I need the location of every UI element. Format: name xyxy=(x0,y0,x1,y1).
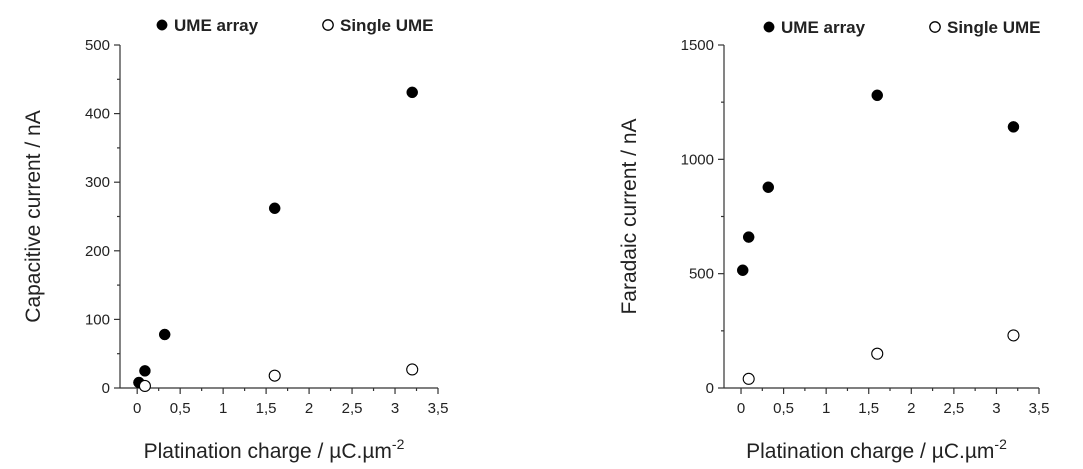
y-axis-title: Faradaic current / nA xyxy=(618,118,641,314)
y-tick-label: 300 xyxy=(85,174,110,191)
x-tick-label: 2,5 xyxy=(342,400,363,417)
legend-label: UME array xyxy=(781,18,866,37)
data-point-ume-array xyxy=(269,203,280,214)
x-tick-label: 2 xyxy=(907,400,915,417)
x-tick-label: 1,5 xyxy=(858,400,879,417)
x-axis-title: Platination charge / µC.µm-2 xyxy=(144,436,405,463)
x-tick-label: 0 xyxy=(133,400,141,417)
legend-marker xyxy=(157,20,167,30)
data-point-single-ume xyxy=(872,348,883,359)
legend-label: Single UME xyxy=(340,16,434,35)
y-tick-label: 500 xyxy=(689,266,714,283)
x-tick-label: 1 xyxy=(822,400,830,417)
x-tick-label: 0 xyxy=(737,400,745,417)
data-point-ume-array xyxy=(872,90,883,101)
y-tick-label: 0 xyxy=(102,380,110,397)
x-tick-label: 2,5 xyxy=(943,400,964,417)
data-point-single-ume xyxy=(1008,330,1019,341)
x-tick-label: 0,5 xyxy=(773,400,794,417)
data-point-ume-array xyxy=(743,232,754,243)
legend-marker xyxy=(930,22,940,32)
data-point-single-ume xyxy=(743,373,754,384)
x-tick-label: 1,5 xyxy=(256,400,277,417)
data-point-single-ume xyxy=(407,364,418,375)
chart-panel-2: 0 0,5 1 1,5 2 2,5 3 3,5 0 500 1000 1500 Platination … xyxy=(618,18,1049,463)
legend-label: UME array xyxy=(174,16,259,35)
x-tick-label: 3 xyxy=(391,400,399,417)
y-tick-label: 1000 xyxy=(681,151,714,168)
data-point-ume-array xyxy=(763,182,774,193)
y-tick-label: 0 xyxy=(706,380,714,397)
y-axis-title: Capacitive current / nA xyxy=(22,110,45,322)
data-point-single-ume xyxy=(139,380,150,391)
x-axis-title: Platination charge / µC.µm-2 xyxy=(746,436,1007,463)
legend-marker xyxy=(323,20,333,30)
y-tick-label: 100 xyxy=(85,311,110,328)
y-tick-label: 1500 xyxy=(681,37,714,54)
x-tick-label: 0,5 xyxy=(170,400,191,417)
y-tick-label: 500 xyxy=(85,37,110,54)
data-point-single-ume xyxy=(269,370,280,381)
y-tick-label: 200 xyxy=(85,243,110,260)
x-axis-title-superscript: -2 xyxy=(994,436,1007,452)
x-tick-label: 1 xyxy=(219,400,227,417)
x-tick-label: 3 xyxy=(992,400,1000,417)
x-axis-title-superscript: -2 xyxy=(392,436,405,452)
data-point-ume-array xyxy=(407,87,418,98)
data-point-ume-array xyxy=(139,365,150,376)
legend-label: Single UME xyxy=(947,18,1041,37)
data-point-ume-array xyxy=(159,329,170,340)
x-tick-label: 3,5 xyxy=(1029,400,1050,417)
legend-marker xyxy=(764,22,774,32)
data-point-ume-array xyxy=(1008,121,1019,132)
y-tick-label: 400 xyxy=(85,106,110,123)
data-point-ume-array xyxy=(737,265,748,276)
x-tick-label: 2 xyxy=(305,400,313,417)
x-tick-label: 3,5 xyxy=(428,400,449,417)
chart-panel-1: 0 0,5 1 1,5 2 2,5 3 3,5 0 100 200 300 400 500 Platinat… xyxy=(22,16,448,463)
